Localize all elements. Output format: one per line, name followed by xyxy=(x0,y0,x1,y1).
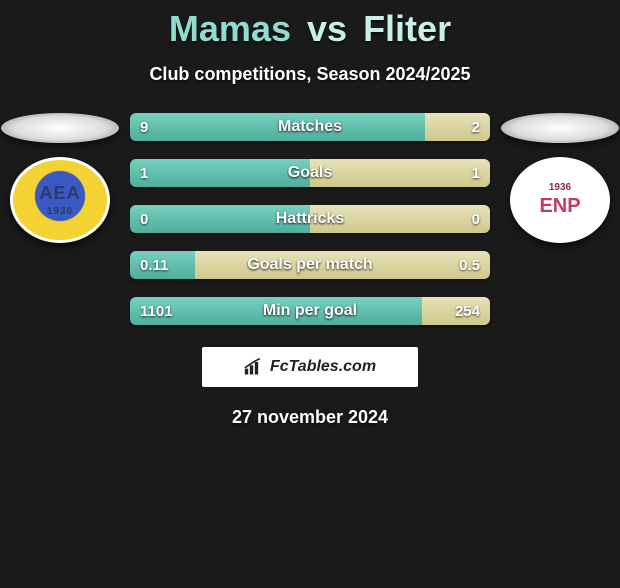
stat-left-value: 0 xyxy=(130,205,310,233)
subtitle: Club competitions, Season 2024/2025 xyxy=(0,64,620,85)
player1-oval-icon xyxy=(1,113,119,143)
date-text: 27 november 2024 xyxy=(0,407,620,428)
stat-bar: 1101254Min per goal xyxy=(130,297,490,325)
stat-bar: 00Hattricks xyxy=(130,205,490,233)
comparison-main: AEA 1930 1936 ENP 92Matches 11Goals 00Hatt… xyxy=(0,113,620,325)
player2-oval-icon xyxy=(501,113,619,143)
stat-left-value: 9 xyxy=(130,113,425,141)
team1-crest-icon: AEA 1930 xyxy=(10,157,110,243)
team2-crest-icon: 1936 ENP xyxy=(510,157,610,243)
page-title: Mamas vs Fliter xyxy=(0,8,620,50)
team2-crest-year: 1936 xyxy=(549,182,571,193)
title-player2: Fliter xyxy=(363,8,451,49)
stats-bars: 92Matches 11Goals 00Hattricks 0.110.5Goals … xyxy=(130,113,490,325)
stat-right-value: 0.5 xyxy=(195,251,490,279)
side-right: 1936 ENP xyxy=(500,113,620,243)
stat-left-value: 1 xyxy=(130,159,310,187)
stat-bar: 92Matches xyxy=(130,113,490,141)
stat-bar: 0.110.5Goals per match xyxy=(130,251,490,279)
team1-crest-year: 1930 xyxy=(47,206,73,217)
team2-crest-text: ENP xyxy=(539,195,580,218)
side-left: AEA 1930 xyxy=(0,113,120,243)
stat-left-value: 0.11 xyxy=(130,251,195,279)
branding-text: FcTables.com xyxy=(270,358,376,376)
branding-badge: FcTables.com xyxy=(202,347,418,387)
stat-right-value: 2 xyxy=(425,113,490,141)
title-vs: vs xyxy=(307,8,347,49)
bar-chart-icon xyxy=(244,358,264,376)
stat-left-value: 1101 xyxy=(130,297,422,325)
stat-right-value: 254 xyxy=(422,297,490,325)
stat-right-value: 1 xyxy=(310,159,490,187)
stat-bar: 11Goals xyxy=(130,159,490,187)
title-player1: Mamas xyxy=(169,8,291,49)
stat-right-value: 0 xyxy=(310,205,490,233)
team1-crest-text: AEA xyxy=(39,183,80,204)
